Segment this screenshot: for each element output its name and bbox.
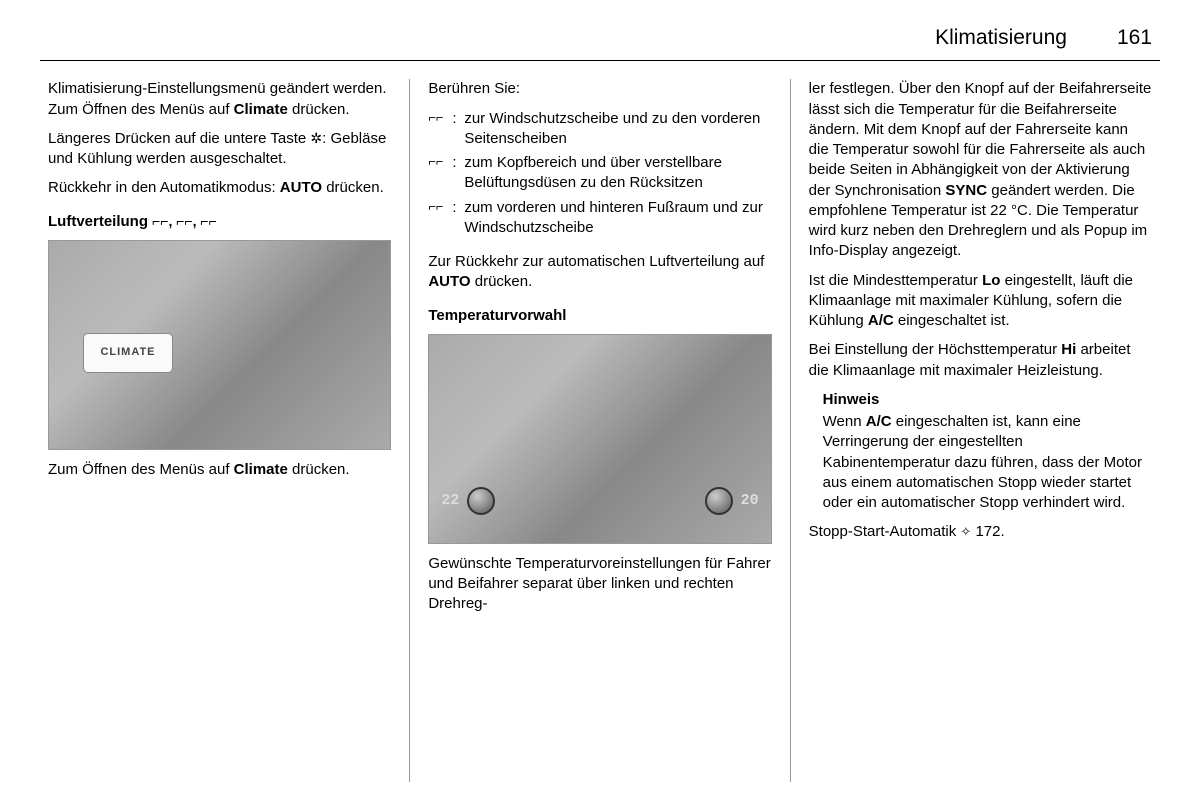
text: Stopp-Start-Automatik: [809, 523, 961, 540]
col1-para-2: Längeres Drücken auf die untere Taste ✲:…: [48, 129, 391, 170]
bold-ac: A/C: [866, 413, 892, 430]
bold-hi: Hi: [1061, 341, 1076, 358]
bold-ac: A/C: [868, 312, 894, 329]
text: zum vorderen und hinteren Fußraum und zu…: [464, 198, 771, 239]
bold-auto: AUTO: [280, 179, 322, 196]
col2-subhead-temp: Temperaturvorwahl: [428, 306, 771, 326]
head-icon: ⌐⌐: [428, 153, 452, 171]
colon: :: [452, 153, 464, 173]
list-item: ⌐⌐ : zum vorderen und hinteren Fußraum u…: [428, 198, 771, 239]
col2-para-3: Gewünschte Temperaturvoreinstel­lungen f…: [428, 554, 771, 615]
colon: :: [452, 198, 464, 218]
text: Rückkehr in den Automatikmodus:: [48, 179, 280, 196]
colon: :: [452, 109, 464, 129]
note-title: Hinweis: [823, 390, 1152, 410]
text: drücken.: [288, 461, 350, 478]
page-header: Klimatisierung 161: [40, 24, 1160, 61]
header-page-number: 161: [1117, 24, 1152, 52]
airflow-icons: ⌐⌐, ⌐⌐, ⌐⌐: [152, 212, 217, 231]
col1-para-3: Rückkehr in den Automatikmodus: AUTO drü…: [48, 178, 391, 198]
temp-knob-left: [467, 487, 495, 515]
text: drücken.: [322, 179, 384, 196]
column-2: Berühren Sie: ⌐⌐ : zur Windschutzscheibe…: [410, 79, 790, 782]
list-item: ⌐⌐ : zur Windschutzscheibe und zu den vo…: [428, 109, 771, 150]
crossref-icon: ✧: [960, 523, 971, 541]
col3-para-3: Bei Einstellung der Höchsttemperatur Hi …: [809, 340, 1152, 381]
col3-para-2: Ist die Mindesttemperatur Lo einge­stell…: [809, 271, 1152, 332]
col2-para-2: Zur Rückkehr zur automatischen Luft­vert…: [428, 252, 771, 293]
list-item: ⌐⌐ : zum Kopfbereich und über verstellba…: [428, 153, 771, 194]
text: Wenn: [823, 413, 866, 430]
col2-para-1: Berühren Sie:: [428, 79, 771, 99]
col1-subhead-airdist: Luftverteilung ⌐⌐, ⌐⌐, ⌐⌐: [48, 212, 391, 232]
header-title: Klimatisierung: [935, 24, 1067, 52]
text: zum Kopfbereich und über verstellbare Be…: [464, 153, 771, 194]
climate-button-label: CLIMATE: [83, 333, 173, 373]
col1-para-1: Klimatisierung-Einstellungsmenü geändert…: [48, 79, 391, 120]
column-1: Klimatisierung-Einstellungsmenü geändert…: [40, 79, 410, 782]
note-body: Wenn A/C eingeschalten ist, kann eine Ve…: [823, 412, 1152, 513]
text: Ist die Mindesttemperatur: [809, 272, 982, 289]
col3-para-4: Stopp-Start-Automatik ✧ 172.: [809, 522, 1152, 542]
content-columns: Klimatisierung-Einstellungsmenü geändert…: [40, 79, 1160, 782]
text: eingeschaltet ist.: [894, 312, 1010, 329]
temp-knob-right: [705, 487, 733, 515]
bold-lo: Lo: [982, 272, 1000, 289]
image-temp-dashboard: 22 20: [428, 334, 771, 544]
note-block: Hinweis Wenn A/C eingeschalten ist, kann…: [809, 390, 1152, 514]
image-climate-dashboard: CLIMATE: [48, 240, 391, 450]
bold-climate: Climate: [234, 101, 288, 118]
windshield-icon: ⌐⌐: [428, 109, 452, 127]
temp-display-left: 22: [441, 491, 459, 511]
text: 172.: [971, 523, 1004, 540]
text: Zur Rückkehr zur automatischen Luft­vert…: [428, 253, 764, 270]
bold-climate: Climate: [234, 461, 288, 478]
bold-sync: SYNC: [945, 182, 987, 199]
text: zur Windschutzscheibe und zu den vordere…: [464, 109, 771, 150]
text: Zum Öffnen des Menüs auf: [48, 461, 234, 478]
text: Luftverteilung: [48, 213, 152, 230]
col3-para-1: ler festlegen. Über den Knopf auf der Be…: [809, 79, 1152, 261]
column-3: ler festlegen. Über den Knopf auf der Be…: [791, 79, 1160, 782]
text: Längeres Drücken auf die untere Taste: [48, 130, 310, 147]
text: Bei Einstellung der Höchsttemperatur: [809, 341, 1062, 358]
temp-display-right: 20: [741, 491, 759, 511]
footwell-icon: ⌐⌐: [428, 198, 452, 216]
airflow-list: ⌐⌐ : zur Windschutzscheibe und zu den vo…: [428, 109, 771, 243]
bold-auto: AUTO: [428, 273, 470, 290]
text: drücken.: [471, 273, 533, 290]
fan-icon: ✲: [310, 129, 322, 148]
col1-para-4: Zum Öffnen des Menüs auf Climate drücken…: [48, 460, 391, 480]
text: drücken.: [288, 101, 350, 118]
